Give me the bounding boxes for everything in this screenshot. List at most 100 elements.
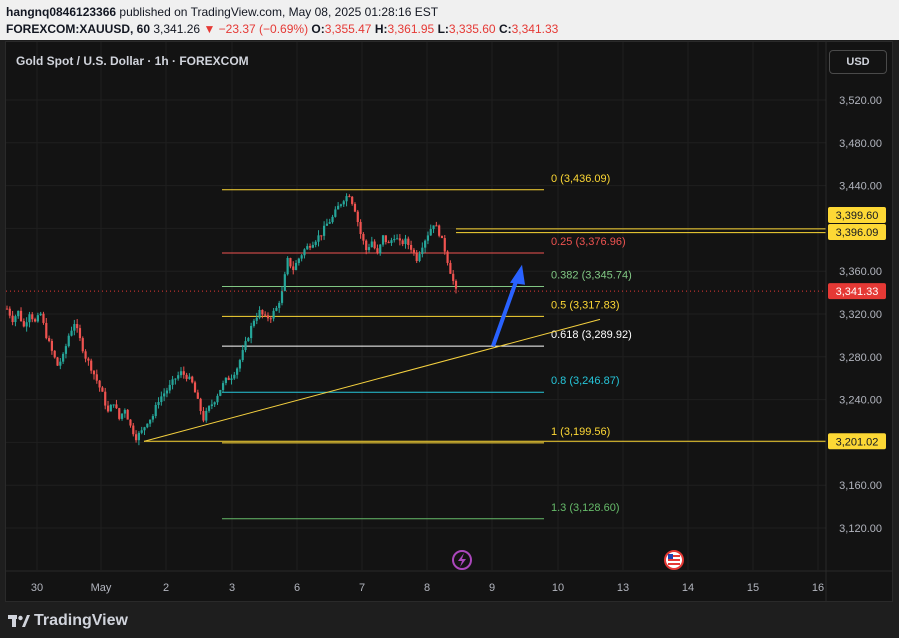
lightning-event-ring: [452, 550, 472, 570]
candle-body: [106, 405, 110, 412]
high-label: H:: [374, 22, 388, 36]
candle-body: [303, 249, 306, 256]
candle-body: [252, 320, 256, 326]
candle-body: [384, 235, 387, 243]
candle-body: [255, 317, 258, 321]
candle-body: [224, 377, 227, 384]
candle-body: [132, 425, 135, 435]
candle-body: [140, 430, 143, 433]
lightning-event-icon: [452, 550, 472, 570]
candle-body: [163, 393, 166, 397]
candle-body: [407, 238, 410, 246]
candle-body: [56, 357, 59, 366]
candle-body: [286, 258, 289, 275]
candle-body: [261, 309, 264, 315]
candle-body: [227, 377, 230, 380]
currency-button[interactable]: USD: [829, 50, 887, 74]
candle-body: [294, 262, 298, 271]
candle-body: [123, 409, 126, 414]
candle-body: [109, 404, 112, 412]
tradingview-logo-icon: [8, 615, 30, 627]
candle-body: [418, 254, 421, 261]
candle-body: [53, 350, 56, 358]
candle-body: [373, 241, 376, 249]
candle-body: [370, 241, 373, 248]
open-value: 3,355.47: [324, 22, 372, 36]
candle-body: [289, 258, 292, 267]
candle-body: [188, 376, 191, 379]
candle-body: [359, 222, 362, 235]
candle-body: [435, 225, 438, 227]
candle-body: [84, 351, 87, 359]
candle-body: [19, 310, 23, 322]
candle-body: [395, 238, 399, 240]
candle-body: [345, 196, 348, 202]
candle-body: [387, 242, 390, 244]
x-tick-label: 6: [294, 582, 300, 594]
projection-arrow: [491, 278, 519, 347]
chart-frame[interactable]: [5, 41, 893, 602]
fib-level-label: 0.382 (3,345.74): [551, 269, 632, 281]
candle-body: [5, 308, 9, 310]
candle-body: [112, 404, 115, 406]
candle-body: [328, 222, 331, 224]
candle-body: [424, 240, 427, 248]
candle-body: [367, 247, 371, 251]
author-name[interactable]: hangnq0846123366: [6, 5, 117, 19]
candle-body: [331, 216, 334, 223]
candle-body: [191, 376, 194, 383]
projection-arrow-head: [510, 264, 525, 285]
candle-body: [98, 380, 101, 388]
x-tick-label: 15: [747, 582, 759, 594]
candle-body: [376, 248, 379, 254]
candle-body: [323, 225, 326, 236]
candle-body: [78, 328, 82, 339]
close-label: C:: [498, 22, 512, 36]
y-tick-label: 3,280.00: [839, 352, 882, 364]
change-arrow-icon: ▼: [203, 22, 216, 36]
candle-body: [258, 309, 261, 318]
candle-body: [196, 392, 199, 399]
candle-body: [199, 398, 202, 412]
candle-body: [182, 371, 185, 375]
price-tag-label: 3,341.33: [836, 286, 879, 298]
candle-body: [126, 409, 129, 420]
candle-body: [325, 223, 329, 226]
lightning-icon: [458, 553, 466, 567]
candle-body: [426, 235, 430, 241]
candle-body: [362, 234, 365, 241]
candle-body: [160, 396, 163, 403]
candle-body: [207, 406, 211, 411]
footer: TradingView: [0, 602, 899, 638]
y-tick-label: 3,320.00: [839, 309, 882, 321]
x-tick-label: May: [91, 582, 112, 594]
candle-body: [311, 244, 314, 248]
candle-body: [398, 238, 401, 241]
candle-body: [401, 240, 404, 245]
chart-canvas[interactable]: 0 (3,436.09) 0.25 (3,376.96) 0.382 (3,345.…: [0, 0, 899, 602]
price-tag: [828, 224, 886, 240]
candle-body: [87, 358, 90, 361]
candle-body: [174, 378, 177, 380]
tradingview-logo[interactable]: TradingView: [8, 612, 128, 630]
candle-body: [76, 324, 79, 329]
candle-body: [92, 370, 96, 375]
candle-body: [280, 290, 284, 303]
candle-body: [101, 387, 104, 392]
candle-body: [275, 307, 278, 311]
candle-body: [39, 313, 42, 316]
candle-body: [264, 314, 267, 316]
candle-body: [247, 338, 250, 342]
publish-line: hangnq0846123366 published on TradingVie…: [6, 5, 438, 19]
fib-level-label: 0 (3,436.09): [551, 173, 610, 185]
candle-body: [449, 262, 452, 274]
candle-body: [379, 244, 382, 254]
candle-body: [104, 391, 107, 406]
current-price: 3,341.26: [153, 22, 201, 36]
low-value: 3,335.60: [448, 22, 496, 36]
fib-level-label: 0.25 (3,376.96): [551, 236, 626, 248]
candle-body: [59, 361, 62, 366]
candle-body: [381, 235, 385, 245]
x-tick-label: 8: [424, 582, 430, 594]
candle-body: [432, 225, 435, 230]
